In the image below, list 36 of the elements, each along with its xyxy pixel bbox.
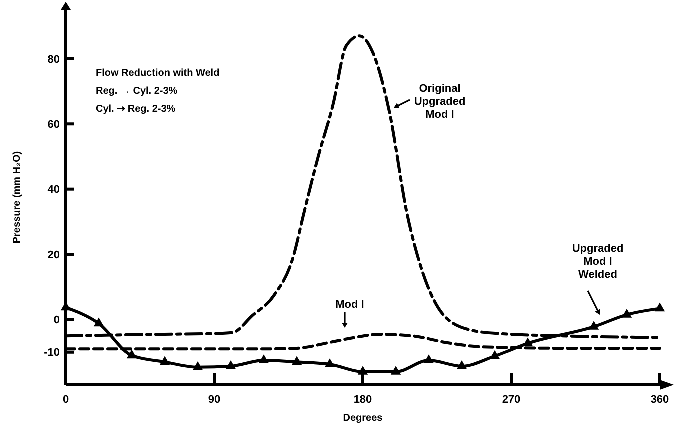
- point: [126, 350, 138, 359]
- text: Mod I: [336, 299, 364, 311]
- point: [358, 366, 368, 375]
- x-tick-label: 270: [502, 394, 521, 406]
- point: [456, 360, 468, 370]
- y-tick-label: 20: [48, 249, 60, 262]
- point: [622, 309, 632, 318]
- point: [94, 318, 104, 327]
- annotation: Reg. → Cyl. 2-3%: [96, 86, 178, 97]
- point: [226, 360, 236, 370]
- y-axis-title: Pressure (mm H₂O): [12, 151, 23, 244]
- point: [192, 362, 204, 370]
- point: [424, 354, 434, 364]
- point: [292, 356, 302, 366]
- x-axis-title: Degrees: [343, 413, 384, 424]
- x-tick-label: 180: [354, 394, 372, 406]
- y-tick-label: 80: [48, 54, 60, 66]
- point: [588, 321, 600, 330]
- point: [654, 302, 666, 312]
- legend-label: Original Upgraded Mod I: [414, 83, 466, 121]
- y-tick-label: 40: [48, 184, 60, 196]
- x-tick-label: 360: [650, 394, 670, 406]
- text: Upgraded Mod I Welded: [572, 243, 624, 281]
- y-tick-label: 0: [54, 314, 60, 327]
- x-tick-label: 90: [208, 394, 221, 406]
- point: [390, 366, 402, 375]
- point: [490, 350, 500, 360]
- annotation: Cyl. ⇢ Reg. 2-3%: [96, 104, 176, 115]
- annotation: Flow Reduction with Weld: [96, 68, 220, 79]
- point: [258, 354, 270, 364]
- point: [160, 356, 170, 366]
- point: [324, 358, 336, 368]
- point: [522, 338, 534, 347]
- y-tick-label: 60: [48, 118, 60, 131]
- x-tick-label: 0: [62, 394, 70, 406]
- y-tick-label: -10: [44, 347, 60, 360]
